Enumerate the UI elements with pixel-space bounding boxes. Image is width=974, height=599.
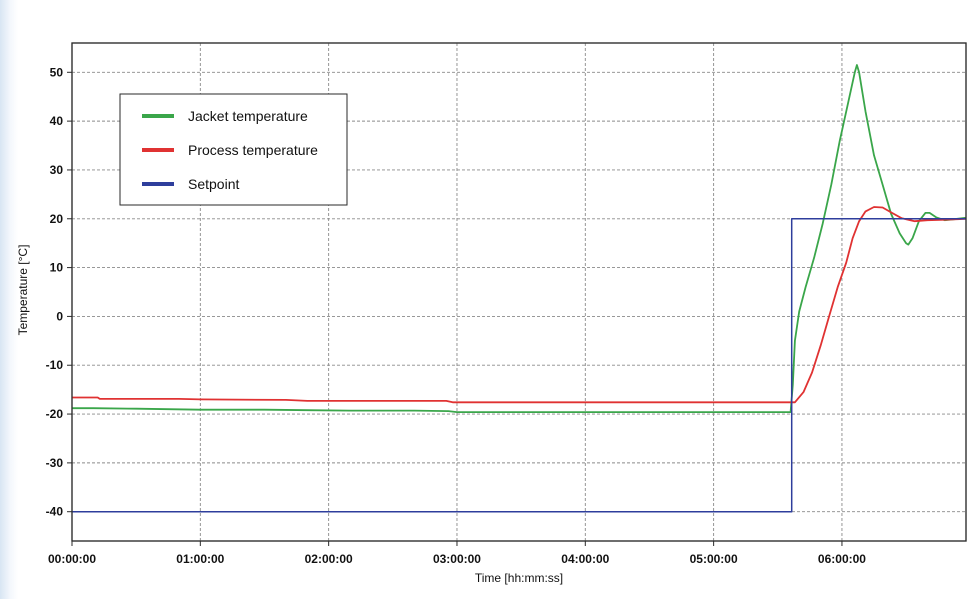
x-tick-label: 03:00:00 xyxy=(433,552,481,566)
legend-label-setpoint: Setpoint xyxy=(188,176,239,192)
y-tick-label: 30 xyxy=(50,163,64,177)
y-tick-label: 50 xyxy=(50,65,64,79)
setpoint-line xyxy=(72,218,966,513)
process-temperature-line xyxy=(72,206,967,404)
x-tick-label: 05:00:00 xyxy=(690,552,738,566)
y-tick-label: 20 xyxy=(50,212,64,226)
x-tick-label: 01:00:00 xyxy=(176,552,224,566)
x-tick-labels: 00:00:00 01:00:00 02:00:00 03:00:00 04:00:00… xyxy=(48,552,866,566)
y-tick-label: -20 xyxy=(46,407,64,421)
x-gridlines xyxy=(71,43,843,546)
y-tick-label: -30 xyxy=(46,456,64,470)
x-tick-label: 02:00:00 xyxy=(305,552,353,566)
y-tick-label: 10 xyxy=(50,261,64,275)
y-tick-label: -10 xyxy=(46,358,64,372)
legend-label-jacket: Jacket temperature xyxy=(188,108,308,124)
x-tick-label: 04:00:00 xyxy=(561,552,609,566)
x-tick-label: 00:00:00 xyxy=(48,552,96,566)
legend: Jacket temperature Process temperature S… xyxy=(119,93,348,206)
x-tick-label: 06:00:00 xyxy=(818,552,866,566)
y-tick-labels: 50 40 30 20 10 0 -10 -20 -30 -40 xyxy=(46,65,64,518)
y-tick-label: 40 xyxy=(50,114,64,128)
y-tick-label: -40 xyxy=(46,505,64,519)
y-axis-title: Temperature [°C] xyxy=(16,245,30,336)
series-layer xyxy=(72,64,967,513)
legend-label-process: Process temperature xyxy=(188,142,318,158)
jacket-temperature-line xyxy=(72,64,967,413)
plot-border xyxy=(71,42,967,542)
x-axis-title: Time [hh:mm:ss] xyxy=(475,571,563,585)
y-tick-label: 0 xyxy=(56,309,63,323)
